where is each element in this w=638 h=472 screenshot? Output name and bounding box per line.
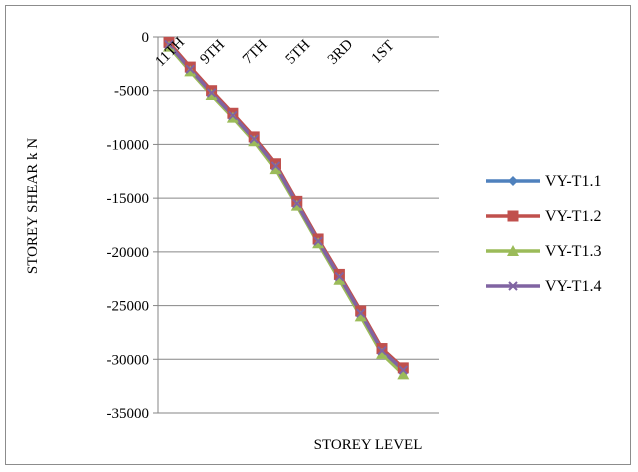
marker-stroke: [313, 236, 323, 246]
x-tick-label: 9TH: [197, 37, 228, 68]
y-tick-label: 0: [142, 30, 150, 46]
legend-marker: [507, 210, 519, 222]
data-point: [377, 345, 387, 356]
marker-stroke: [164, 39, 174, 50]
y-tick-label: -20000: [107, 245, 150, 261]
data-point: [269, 163, 282, 175]
x-tick-label: 1ST: [369, 38, 398, 67]
x-tick-label: 3RD: [325, 36, 356, 67]
data-point: [249, 134, 259, 144]
legend-label: VY-T1.2: [545, 208, 601, 225]
y-tick-label: -15000: [107, 191, 150, 207]
marker-stroke: [508, 281, 518, 291]
data-point: [270, 161, 281, 171]
data-point: [164, 39, 174, 50]
legend: VY-T1.1 VY-T1.2 VY-T1.3 VY-T1.4: [486, 173, 601, 295]
marker-stroke: [249, 134, 259, 144]
legend-label: VY-T1.4: [545, 278, 601, 295]
data-point: [333, 273, 346, 285]
data-point: [206, 88, 217, 98]
marker-stroke: [206, 88, 217, 98]
tick-labels: 0 -5000 -10000 -15000 -20000 -25000 -30000 -350…: [107, 30, 398, 422]
data-point: [334, 271, 345, 282]
data-point: [292, 198, 302, 209]
y-tick-label: -30000: [107, 352, 150, 368]
marker-stroke: [270, 161, 281, 171]
legend-label: VY-T1.3: [545, 243, 601, 260]
x-tick-label: 5TH: [283, 37, 314, 68]
legend-entry: VY-T1.2: [486, 208, 601, 225]
y-tick-label: -5000: [114, 84, 149, 100]
marker-stroke: [185, 64, 196, 74]
data-point: [185, 64, 196, 74]
legend-entry: VY-T1.4: [486, 278, 601, 295]
data-point: [355, 308, 366, 318]
legend-entry: VY-T1.1: [486, 173, 601, 190]
marker-stroke: [355, 308, 366, 318]
marker-stroke: [377, 345, 387, 356]
series-markers: [163, 36, 410, 380]
y-axis-title: STOREY SHEAR k N: [25, 138, 41, 274]
chart-frame: 0 -5000 -10000 -15000 -20000 -25000 -30000 -350…: [5, 5, 631, 465]
y-tick-label: -10000: [107, 137, 150, 153]
marker-stroke: [398, 365, 409, 375]
legend-label: VY-T1.1: [545, 173, 601, 190]
marker-stroke: [334, 271, 345, 282]
marker-stroke: [228, 110, 238, 121]
legend-marker: [508, 281, 518, 291]
data-point: [397, 368, 410, 380]
data-point: [398, 365, 409, 375]
x-tick-label: 7TH: [240, 37, 271, 68]
data-point: [397, 362, 409, 374]
y-tick-label: -35000: [107, 406, 150, 422]
legend-marker: [507, 245, 519, 256]
gridlines: [158, 36, 439, 414]
data-point: [376, 347, 388, 359]
data-point: [313, 236, 323, 246]
x-axis-title: STOREY LEVEL: [314, 437, 423, 453]
axes: [153, 36, 159, 414]
y-tick-label: -25000: [107, 299, 150, 315]
data-point: [354, 310, 367, 322]
series-lines: [167, 41, 405, 376]
data-point: [228, 110, 238, 121]
marker-stroke: [292, 198, 302, 209]
storey-shear-chart: 0 -5000 -10000 -15000 -20000 -25000 -30000 -350…: [25, 30, 601, 453]
legend-marker: [508, 176, 518, 186]
legend-entry: VY-T1.3: [486, 243, 601, 260]
